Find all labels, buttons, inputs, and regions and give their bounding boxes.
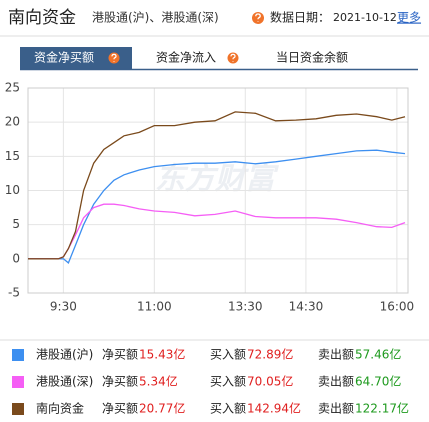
more-link[interactable]: 更多: [397, 11, 421, 25]
net-label: 净买额: [102, 402, 138, 416]
series-line: [28, 149, 406, 264]
watermark: 东方财富: [155, 162, 279, 197]
sell-label: 卖出额: [318, 348, 354, 362]
plot: -5 0 5 10 15 20 25 9:30 11:00 13:30 14:30 16:00: [5, 81, 414, 314]
buy-value: 142.94亿: [247, 401, 301, 416]
series-line: [28, 203, 406, 260]
net-value: 5.34亿: [139, 374, 178, 389]
legend-label: 港股通(深): [36, 375, 93, 389]
net-value: 20.77亿: [139, 401, 185, 416]
y-tick-label: 20: [5, 115, 20, 129]
x-tick-label: 14:30: [289, 300, 324, 314]
legend-swatch: [12, 403, 24, 415]
sell-value: 64.70亿: [355, 374, 401, 389]
y-tick-label: -5: [8, 286, 20, 300]
legend-label: 港股通(沪): [36, 348, 93, 362]
buy-value: 70.05亿: [247, 374, 293, 389]
help-icon[interactable]: [227, 52, 239, 64]
x-tick-label: 16:00: [380, 300, 415, 314]
y-tick-label: 25: [5, 81, 20, 95]
net-label: 净买额: [102, 348, 138, 362]
date: 2021-10-12: [333, 11, 397, 24]
legend-swatch: [12, 376, 24, 388]
sell-value: 122.17亿: [355, 401, 409, 416]
x-tick-label: 13:30: [228, 300, 263, 314]
subtitle: 港股通(沪)、港股通(深): [92, 11, 219, 25]
net-label: 净买额: [102, 375, 138, 389]
help-icon[interactable]: [108, 52, 120, 64]
net-value: 15.43亿: [139, 347, 185, 362]
title: 南向资金: [8, 8, 76, 28]
buy-label: 买入额: [210, 375, 246, 389]
buy-value: 72.89亿: [247, 347, 293, 362]
tab[interactable]: 当日资金余额: [276, 50, 348, 65]
sell-label: 卖出额: [318, 375, 354, 389]
y-tick-label: 15: [5, 149, 20, 163]
buy-label: 买入额: [210, 402, 246, 416]
x-tick-label: 11:00: [137, 300, 172, 314]
buy-label: 买入额: [210, 348, 246, 362]
x-tick-label: 9:30: [50, 300, 77, 314]
legend-swatch: [12, 349, 24, 361]
tab[interactable]: 资金净买额: [34, 50, 94, 65]
y-tick-label: 10: [5, 183, 20, 197]
tab[interactable]: 资金净流入: [156, 50, 216, 65]
legend-label: 南向资金: [36, 401, 84, 416]
sell-label: 卖出额: [318, 402, 354, 416]
help-icon[interactable]: [252, 12, 264, 24]
tab-active[interactable]: [20, 47, 132, 69]
date-label: 数据日期：: [270, 10, 330, 25]
y-tick-label: 5: [12, 217, 20, 231]
series-line: [28, 111, 406, 260]
plot-border: [27, 87, 409, 294]
y-tick-label: 0: [12, 251, 20, 265]
sell-value: 57.46亿: [355, 347, 401, 362]
